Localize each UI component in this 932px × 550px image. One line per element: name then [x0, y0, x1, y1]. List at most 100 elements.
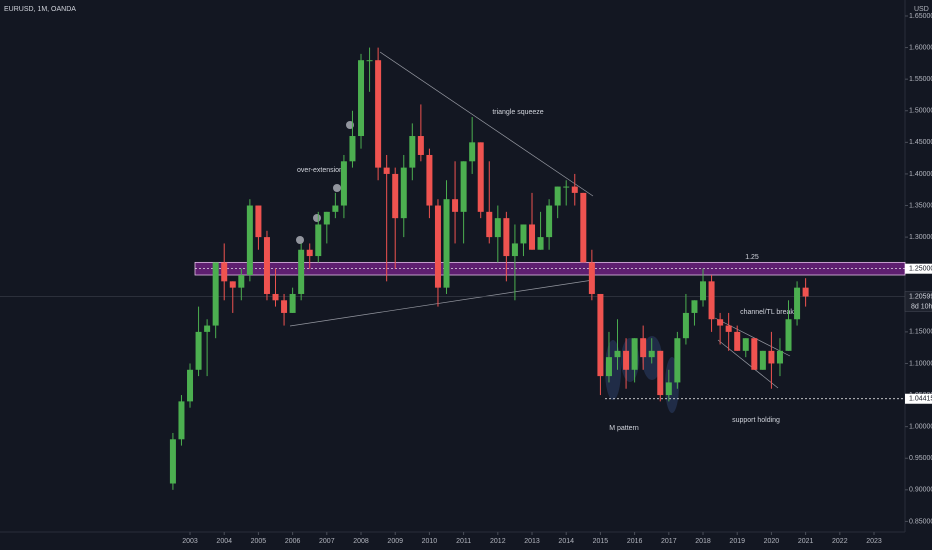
y-tick-label: 1.55000: [909, 76, 932, 83]
channel-line: [717, 339, 779, 389]
x-tick-label: 2004: [216, 538, 232, 545]
price-label: 1.25000: [909, 266, 932, 273]
x-tick-label: 2018: [695, 538, 711, 545]
candle-body: [614, 350, 621, 358]
y-tick-label: 1.10000: [909, 360, 932, 367]
candle-body: [682, 312, 689, 339]
candle-body: [563, 186, 570, 188]
marker: [313, 214, 321, 222]
candle-body: [281, 300, 288, 313]
y-tick-label: 1.35000: [909, 202, 932, 209]
candle-body: [751, 338, 758, 370]
y-tick-label: 1.40000: [909, 171, 932, 178]
annotation: 1.25: [745, 254, 759, 261]
price-label-box: [904, 291, 932, 312]
candle-body: [700, 281, 707, 301]
candle-body: [742, 338, 749, 351]
candle-body: [469, 142, 476, 162]
candle-body: [409, 136, 416, 168]
price-label: 1.20599: [909, 293, 932, 300]
annotation: triangle squeeze: [492, 109, 543, 116]
candle-body: [315, 224, 322, 257]
y-tick-label: 1.45000: [909, 139, 932, 146]
annotation: channel/TL break: [740, 309, 794, 316]
price-label-box: [905, 263, 932, 274]
candle-body: [392, 173, 399, 219]
candle-body: [717, 319, 724, 326]
candle-body: [195, 331, 202, 370]
candle-body: [802, 287, 809, 297]
candle-body: [417, 136, 424, 155]
candle-body: [794, 287, 801, 320]
x-tick-label: 2006: [285, 538, 301, 545]
x-tick-label: 2021: [798, 538, 814, 545]
candle-body: [623, 350, 630, 370]
candle-body: [708, 281, 715, 320]
x-tick-label: 2003: [182, 538, 198, 545]
x-tick-label: 2012: [490, 538, 506, 545]
marker: [296, 236, 304, 244]
candle-body: [443, 199, 450, 288]
annotation: over-extension: [297, 167, 343, 174]
x-tick-label: 2016: [627, 538, 643, 545]
candle-body: [255, 205, 262, 238]
candle-body: [768, 350, 775, 364]
x-tick-label: 2013: [524, 538, 540, 545]
candle-body: [725, 325, 732, 332]
candle-body: [400, 167, 407, 219]
candle-body: [460, 161, 467, 212]
drawings: [289, 51, 791, 389]
price-axis-panel: [905, 0, 932, 550]
x-tick-label: 2005: [251, 538, 267, 545]
candle-body: [272, 293, 279, 301]
x-tick-label: 2019: [729, 538, 745, 545]
candle-body: [588, 262, 595, 294]
candle-body: [366, 60, 373, 62]
candle-body: [289, 293, 296, 313]
candle-body: [503, 218, 510, 257]
y-tick-label: 0.85000: [909, 518, 932, 525]
candle-body: [358, 60, 365, 137]
candle-body: [648, 350, 655, 358]
annotation: M pattern: [609, 425, 639, 432]
candle-body: [306, 249, 313, 257]
y-tick-label: 0.95000: [909, 455, 932, 462]
candle-body: [332, 205, 339, 212]
candle-body: [340, 161, 347, 206]
channel-line: [714, 317, 791, 357]
candle-body: [665, 382, 672, 396]
candle-body: [486, 211, 493, 238]
candle-body: [734, 331, 741, 351]
candle-body: [511, 243, 518, 257]
candle-body: [785, 319, 792, 351]
y-tick-label: 1.00000: [909, 423, 932, 430]
candle-body: [323, 211, 330, 225]
candle-body: [546, 205, 553, 238]
candle-body: [187, 369, 194, 402]
x-tick-label: 2009: [387, 538, 403, 545]
y-tick-label: 1.15000: [909, 329, 932, 336]
candle-body: [605, 357, 612, 377]
candle-body: [263, 237, 270, 294]
candle-body: [452, 199, 459, 212]
candle-body: [554, 186, 561, 206]
x-tick-label: 2022: [832, 538, 848, 545]
countdown: 8d 10h: [911, 303, 932, 310]
y-tick-label: 1.60000: [909, 44, 932, 51]
candle-body: [776, 350, 783, 364]
y-tick-label: 1.30000: [909, 234, 932, 241]
candle-body: [238, 275, 245, 288]
symbol-header: EURUSD, 1M, OANDA: [4, 6, 76, 13]
x-tick-label: 2017: [661, 538, 677, 545]
candle-body: [691, 300, 698, 313]
candle-body: [631, 338, 638, 370]
x-tick-label: 2008: [353, 538, 369, 545]
candle-body: [580, 192, 587, 263]
candle-body: [221, 262, 228, 282]
marker: [333, 184, 341, 192]
candle-body: [529, 224, 536, 250]
candle-body: [375, 60, 382, 168]
x-tick-label: 2020: [764, 538, 780, 545]
candle-body: [759, 350, 766, 370]
